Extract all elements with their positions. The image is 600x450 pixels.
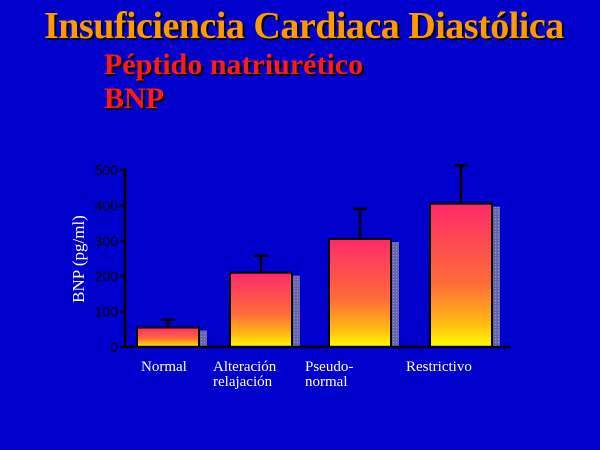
bar-shadow <box>199 330 207 347</box>
bar <box>429 202 493 348</box>
y-axis-label: BNP (pg/ml) <box>69 215 88 303</box>
x-category-label: Alteración <box>213 359 277 375</box>
slide-subtitle: Péptido natriurético <box>104 48 364 81</box>
y-tick-label: 500 <box>95 162 119 178</box>
y-tick-label: 100 <box>95 304 119 320</box>
bar <box>328 238 392 348</box>
bar <box>136 326 200 348</box>
y-tick-label: 200 <box>95 268 119 284</box>
y-tick-label: 0 <box>110 339 118 355</box>
slide-title: Insuficiencia Cardiaca Diastólica <box>44 5 564 47</box>
x-category-label: Restrictivo <box>406 359 472 375</box>
bar-shadow <box>391 242 399 347</box>
bar-shadow <box>292 275 300 347</box>
y-tick-label: 300 <box>95 233 119 249</box>
y-tick-label: 400 <box>95 197 119 213</box>
x-category-label: normal <box>305 374 348 390</box>
slide-subtitle-bnp: BNP <box>104 82 164 115</box>
x-category-label: relajación <box>213 374 273 390</box>
x-category-label: Normal <box>141 359 187 375</box>
x-category-label: Pseudo- <box>305 359 353 375</box>
bar-shadow <box>492 206 500 347</box>
bar <box>229 271 293 348</box>
